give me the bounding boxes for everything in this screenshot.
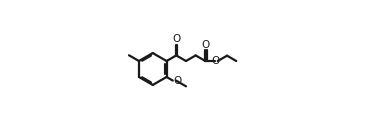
Text: O: O <box>172 34 180 44</box>
Text: O: O <box>211 56 220 66</box>
Text: O: O <box>173 76 182 86</box>
Text: O: O <box>201 39 210 50</box>
